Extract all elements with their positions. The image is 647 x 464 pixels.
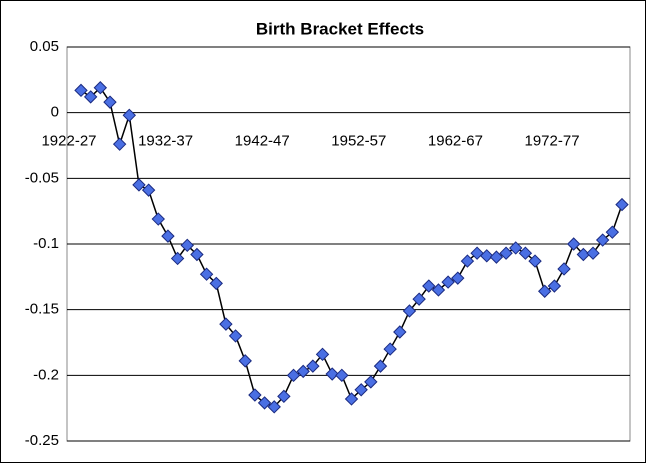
data-point xyxy=(190,247,204,262)
data-point xyxy=(151,212,165,226)
data-point xyxy=(489,250,504,264)
data-point xyxy=(199,267,214,281)
data-point xyxy=(122,108,137,123)
data-point xyxy=(238,354,252,368)
data-point xyxy=(315,347,330,362)
data-point xyxy=(460,254,475,268)
y-tick-label: -0.1 xyxy=(33,235,59,252)
data-point xyxy=(267,400,281,414)
data-point xyxy=(364,375,378,389)
y-tick-label: -0.05 xyxy=(25,169,59,186)
data-point xyxy=(383,342,397,356)
y-tick-label: 0 xyxy=(51,104,59,121)
data-point xyxy=(161,229,175,243)
data-point xyxy=(257,396,272,410)
data-point xyxy=(470,246,484,260)
data-point xyxy=(296,364,310,379)
data-point xyxy=(615,197,629,212)
y-tick-label: -0.15 xyxy=(25,301,59,318)
data-point xyxy=(354,383,368,397)
data-point xyxy=(103,95,117,109)
data-point xyxy=(509,241,523,255)
x-tick-label: 1942-47 xyxy=(235,133,290,150)
data-point xyxy=(595,233,610,247)
data-point xyxy=(83,90,98,104)
data-point xyxy=(422,279,436,293)
data-point xyxy=(393,325,407,339)
y-tick-label: -0.2 xyxy=(33,366,59,383)
data-point xyxy=(306,359,320,373)
data-point xyxy=(286,368,301,383)
data-point xyxy=(402,304,417,318)
data-point xyxy=(141,183,156,197)
data-point xyxy=(566,237,581,251)
data-point xyxy=(441,275,455,289)
data-point xyxy=(219,317,233,331)
x-tick-label: 1952-57 xyxy=(331,133,386,150)
data-point xyxy=(132,178,146,192)
y-tick-label: 0.05 xyxy=(30,38,59,55)
data-point xyxy=(451,271,465,285)
x-tick-label: 1932-37 xyxy=(138,133,193,150)
data-point xyxy=(325,367,339,381)
data-point xyxy=(209,276,223,291)
data-point xyxy=(480,249,494,263)
data-point xyxy=(528,254,542,268)
x-tick-label: 1962-67 xyxy=(428,133,483,150)
data-point xyxy=(170,251,185,266)
data-point xyxy=(344,392,359,406)
data-point xyxy=(605,225,620,239)
data-point xyxy=(431,283,446,297)
data-point xyxy=(74,83,88,98)
x-tick-label: 1972-77 xyxy=(525,133,580,150)
data-point xyxy=(248,388,262,402)
data-point xyxy=(373,359,388,373)
data-point xyxy=(277,389,291,404)
data-point xyxy=(518,246,533,260)
data-point xyxy=(180,238,194,253)
data-point xyxy=(93,81,108,95)
data-point xyxy=(547,279,562,293)
data-point xyxy=(499,246,513,260)
data-point xyxy=(538,284,552,298)
x-tick-label: 1922-27 xyxy=(41,133,96,150)
data-point xyxy=(228,329,243,343)
data-point xyxy=(557,262,571,276)
data-point xyxy=(412,292,426,306)
y-tick-label: -0.25 xyxy=(25,432,59,449)
chart-title: Birth Bracket Effects xyxy=(256,19,424,38)
data-point xyxy=(335,368,349,383)
data-point xyxy=(112,137,127,151)
data-point xyxy=(586,246,600,260)
